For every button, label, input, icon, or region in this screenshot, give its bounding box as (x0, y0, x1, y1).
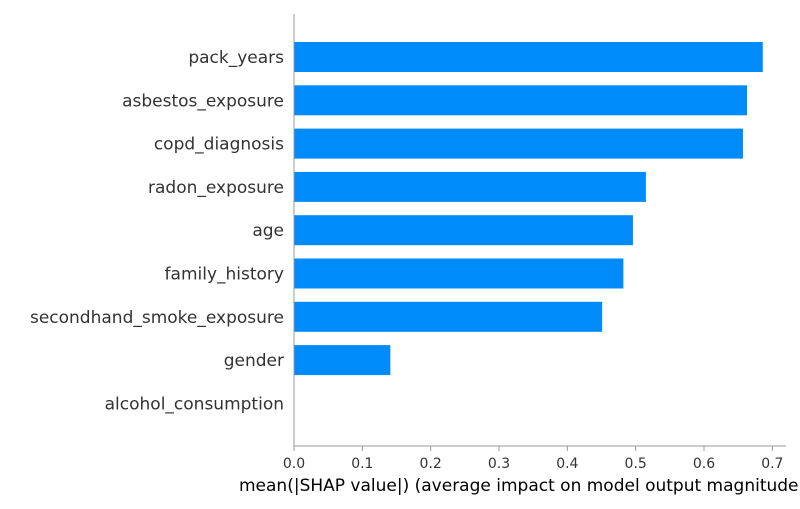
category-label-family_history: family_history (165, 265, 284, 285)
category-label-alcohol_consumption: alcohol_consumption (105, 394, 284, 414)
bar-secondhand_smoke_exposure (294, 301, 603, 332)
bars-group (294, 42, 763, 376)
category-label-pack_years: pack_years (188, 48, 284, 68)
bar-copd_diagnosis (294, 128, 743, 159)
x-tick-label: 0.3 (488, 456, 510, 472)
bar-pack_years (294, 42, 763, 72)
x-ticks: 0.0 0.1 0.2 0.3 0.4 0.5 0.6 0.7 (283, 446, 783, 472)
category-label-gender: gender (224, 351, 284, 371)
bar-radon_exposure (294, 171, 646, 202)
category-labels: pack_years asbestos_exposure copd_diagnosi… (30, 48, 284, 414)
bar-age (294, 215, 633, 246)
bar-asbestos_exposure (294, 85, 748, 116)
category-label-radon_exposure: radon_exposure (148, 178, 284, 198)
category-label-age: age (252, 221, 284, 241)
x-tick-label: 0.4 (556, 456, 578, 472)
category-label-asbestos_exposure: asbestos_exposure (122, 91, 284, 111)
bar-gender (294, 345, 391, 376)
x-tick-label: 0.1 (351, 456, 373, 472)
x-tick-label: 0.2 (420, 456, 442, 472)
x-axis-label: mean(|SHAP value|) (average impact on mo… (239, 476, 800, 496)
bar-family_history (294, 258, 624, 289)
x-tick-label: 0.7 (761, 456, 783, 472)
x-tick-label: 0.6 (693, 456, 715, 472)
x-tick-label: 0.5 (625, 456, 647, 472)
category-label-secondhand_smoke_exposure: secondhand_smoke_exposure (30, 308, 284, 328)
category-label-copd_diagnosis: copd_diagnosis (154, 135, 284, 155)
x-tick-label: 0.0 (283, 456, 305, 472)
